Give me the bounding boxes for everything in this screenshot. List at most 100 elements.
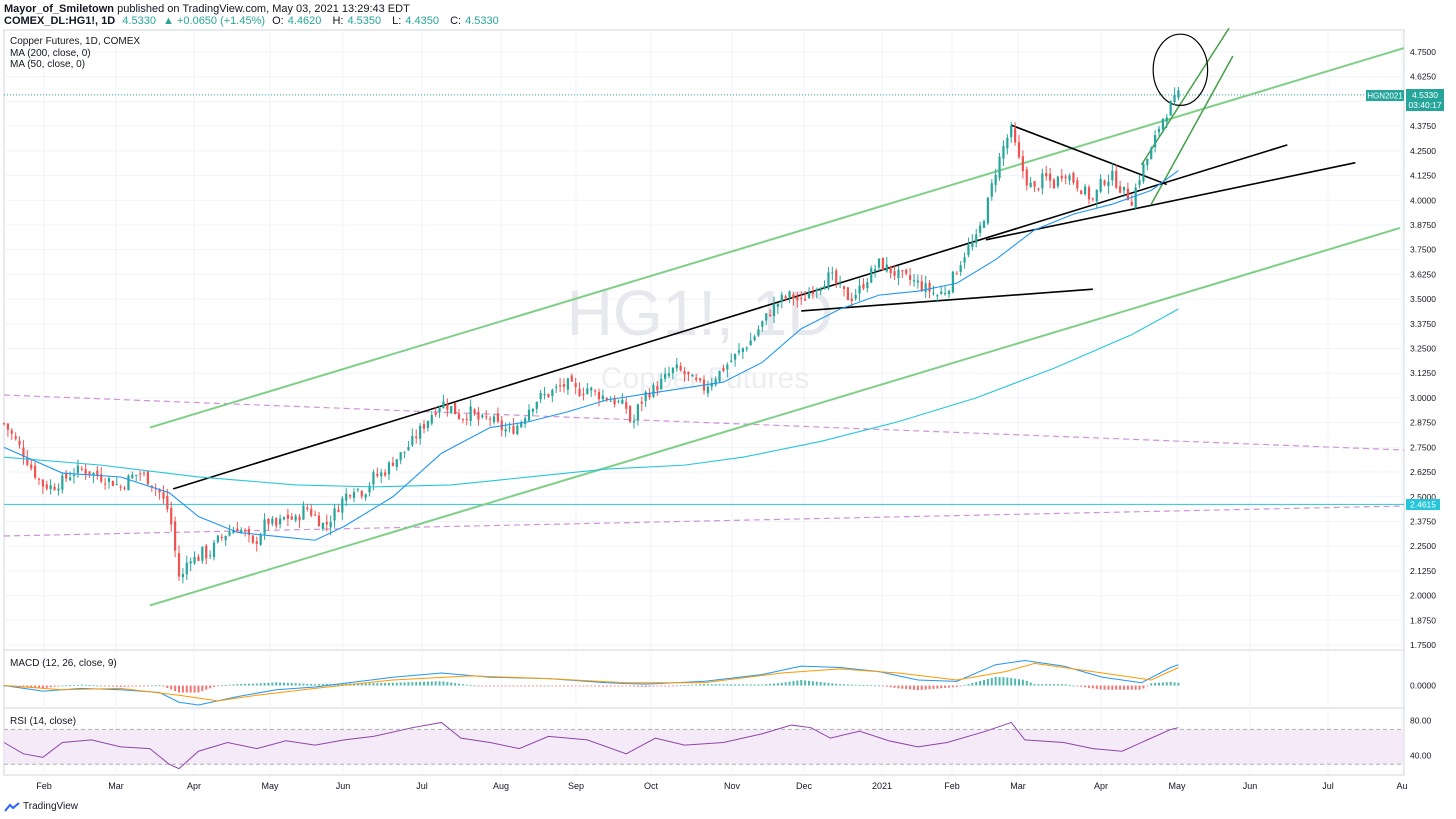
candle-body — [395, 459, 398, 468]
candle-body — [220, 537, 223, 539]
macd-histogram-bar — [143, 685, 145, 687]
candle-body — [473, 409, 476, 414]
candle-body — [951, 271, 954, 293]
macd-histogram-bar — [640, 685, 643, 687]
candle-body — [1045, 173, 1048, 177]
candle-body — [757, 329, 760, 336]
candle-body — [800, 297, 803, 299]
macd-histogram-bar — [1111, 685, 1114, 690]
candle-body — [142, 472, 146, 474]
candle-body — [675, 364, 678, 369]
macd-histogram-bar — [174, 685, 177, 692]
macd-histogram-bar — [687, 684, 690, 686]
macd-histogram-bar — [1103, 685, 1106, 690]
candle-body — [496, 413, 499, 422]
candle-body — [76, 465, 79, 473]
macd-histogram-bar — [224, 685, 227, 686]
legend-ma200[interactable]: MA (200, close, 0) — [10, 48, 91, 59]
candle-body — [823, 285, 826, 290]
macd-histogram-bar — [940, 685, 943, 689]
macd-signal-line — [3, 662, 1179, 702]
macd-histogram-bar — [446, 682, 449, 686]
macd-histogram-bar — [57, 685, 60, 687]
macd-histogram-bar — [986, 678, 989, 686]
macd-histogram-bar — [76, 684, 79, 686]
x-tick-label: Apr — [187, 781, 201, 791]
macd-histogram-bar — [1041, 684, 1044, 686]
y-tick-label: 3.1250 — [1410, 368, 1436, 378]
macd-histogram-bar — [776, 683, 779, 686]
candle-body — [979, 225, 982, 233]
x-tick-label: Oct — [644, 781, 659, 791]
candle-body — [753, 336, 756, 341]
candle-body — [368, 485, 371, 493]
macd-histogram-bar — [372, 683, 375, 686]
macd-histogram-bar — [1084, 685, 1087, 688]
candle-body — [660, 378, 663, 389]
x-tick-label: Jul — [1322, 781, 1334, 791]
candle-body — [555, 386, 558, 388]
price-change: ▲ +0.0650 (+1.45%) — [163, 15, 266, 27]
y-tick-label: 4.1250 — [1410, 171, 1436, 181]
macd-histogram-bar — [897, 685, 900, 689]
macd-histogram-bar — [975, 681, 978, 686]
candle-body — [489, 418, 492, 420]
macd-histogram-bar — [703, 684, 705, 686]
macd-histogram-bar — [92, 685, 95, 687]
candle-body — [944, 293, 947, 295]
candle-body — [854, 294, 857, 299]
tradingview-brand[interactable]: TradingView — [23, 801, 79, 812]
legend-rsi[interactable]: RSI (14, close) — [10, 716, 77, 727]
macd-histogram-bar — [636, 685, 639, 687]
macd-histogram-bar — [84, 684, 87, 686]
macd-histogram-bar — [228, 684, 231, 686]
macd-histogram-bar — [757, 684, 760, 686]
macd-histogram-bar — [508, 685, 511, 687]
macd-histogram-bar — [1126, 685, 1129, 690]
legend-ma50[interactable]: MA (50, close, 0) — [10, 59, 86, 70]
macd-histogram-bar — [1177, 682, 1180, 686]
macd-histogram-bar — [458, 683, 460, 686]
candle-body — [590, 387, 593, 391]
macd-histogram-bar — [819, 682, 822, 686]
candle-body — [337, 509, 340, 512]
x-tick-label: Sep — [568, 781, 584, 791]
y-tick-label: 4.6250 — [1410, 72, 1436, 82]
candle-body — [107, 478, 111, 483]
candle-body — [10, 430, 13, 434]
candle-body — [193, 556, 196, 564]
x-tick-label: Au — [1396, 781, 1407, 791]
macd-histogram-bar — [858, 684, 861, 686]
macd-histogram-bar — [185, 685, 188, 693]
last-price: 4.5330 — [122, 15, 156, 27]
author-name[interactable]: Mayor_of_Smiletown — [4, 3, 115, 15]
candle-body — [574, 382, 577, 388]
plot-frame — [3, 29, 1405, 776]
macd-histogram-bar — [850, 684, 853, 686]
macd-histogram-bar — [473, 685, 476, 687]
candle-body — [769, 314, 772, 317]
candle-body — [317, 515, 321, 527]
axes: 4.75004.62504.50004.37504.25004.12504.00… — [36, 47, 1436, 791]
candle-body — [1068, 175, 1071, 181]
candle-body — [150, 485, 153, 488]
macd-histogram-bar — [1076, 685, 1079, 687]
candle-body — [1103, 180, 1106, 185]
candle-body — [255, 541, 258, 544]
macd-histogram-bar — [88, 685, 91, 686]
y-tick-label: 2.8750 — [1410, 418, 1436, 428]
macd-histogram-bar — [1010, 678, 1013, 686]
legend-macd[interactable]: MACD (12, 26, close, 9) — [10, 658, 117, 669]
candle-body — [959, 265, 962, 272]
y-tick-label: 4.0000 — [1410, 195, 1436, 205]
macd-histogram-bar — [885, 685, 888, 687]
macd-histogram-bar — [843, 684, 845, 686]
candle-body — [745, 347, 748, 350]
macd-histogram-bar — [920, 685, 923, 690]
rsi-band — [4, 729, 1404, 765]
candle-body — [477, 411, 480, 420]
close-label: C: — [450, 15, 462, 27]
macd-histogram-bar — [656, 685, 659, 687]
candle-body — [524, 418, 527, 425]
